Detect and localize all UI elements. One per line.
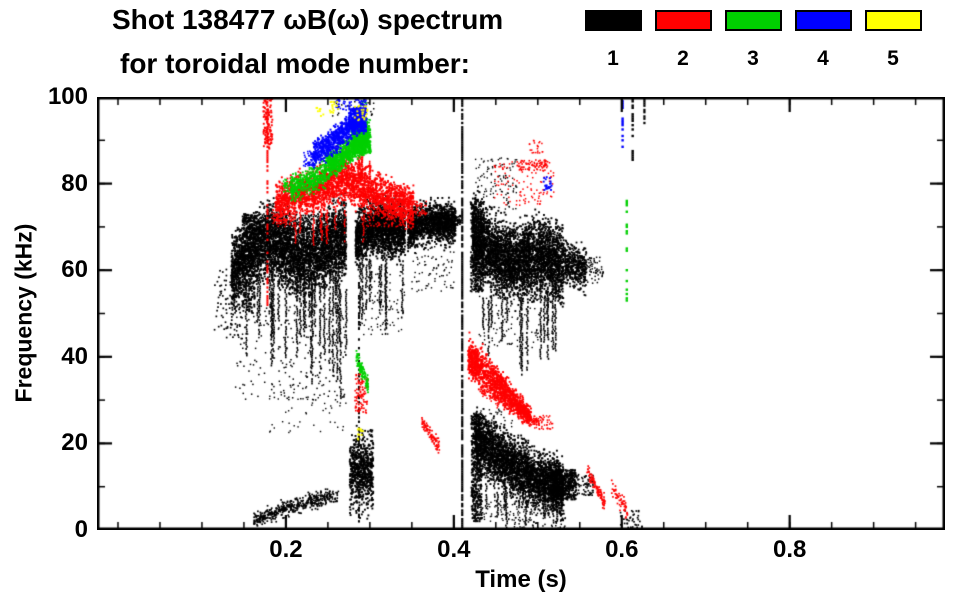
legend-item: 2 [648,10,718,71]
plot-canvas [97,97,945,530]
legend-swatch [724,10,782,31]
legend-mode-label: 5 [887,47,899,70]
y-axis-label: Frequency (kHz) [10,223,37,403]
legend-swatch [584,10,642,31]
legend-item: 1 [578,10,648,71]
y-tick-label: 60 [61,256,88,284]
chart-subtitle: for toroidal mode number: [120,48,470,79]
legend-mode-label: 3 [747,47,759,70]
legend-swatch [794,10,852,31]
y-tick-label: 40 [61,342,88,370]
legend-item: 4 [788,10,858,71]
x-tick-label: 0.8 [772,536,807,563]
x-tick-label: 0.4 [437,536,471,563]
legend-mode-label: 4 [817,47,829,70]
x-tick-label: 0.2 [269,536,303,563]
x-tick-label: 0.6 [605,536,639,563]
legend-swatch [864,10,922,31]
legend: 1 2 3 4 5 [578,10,928,71]
chart-title: Shot 138477 ωB(ω) spectrum [112,4,504,35]
y-tick-label: 20 [61,429,88,457]
legend-item: 3 [718,10,788,71]
legend-swatch [654,10,712,31]
y-tick-label: 0 [74,516,88,543]
y-tick-label: 100 [47,83,88,110]
y-tick-label: 80 [61,169,88,197]
x-axis-label: Time (s) [475,566,567,593]
legend-mode-label: 2 [677,47,689,70]
legend-mode-label: 1 [607,47,619,70]
legend-item: 5 [858,10,928,71]
plot-area [97,97,945,530]
